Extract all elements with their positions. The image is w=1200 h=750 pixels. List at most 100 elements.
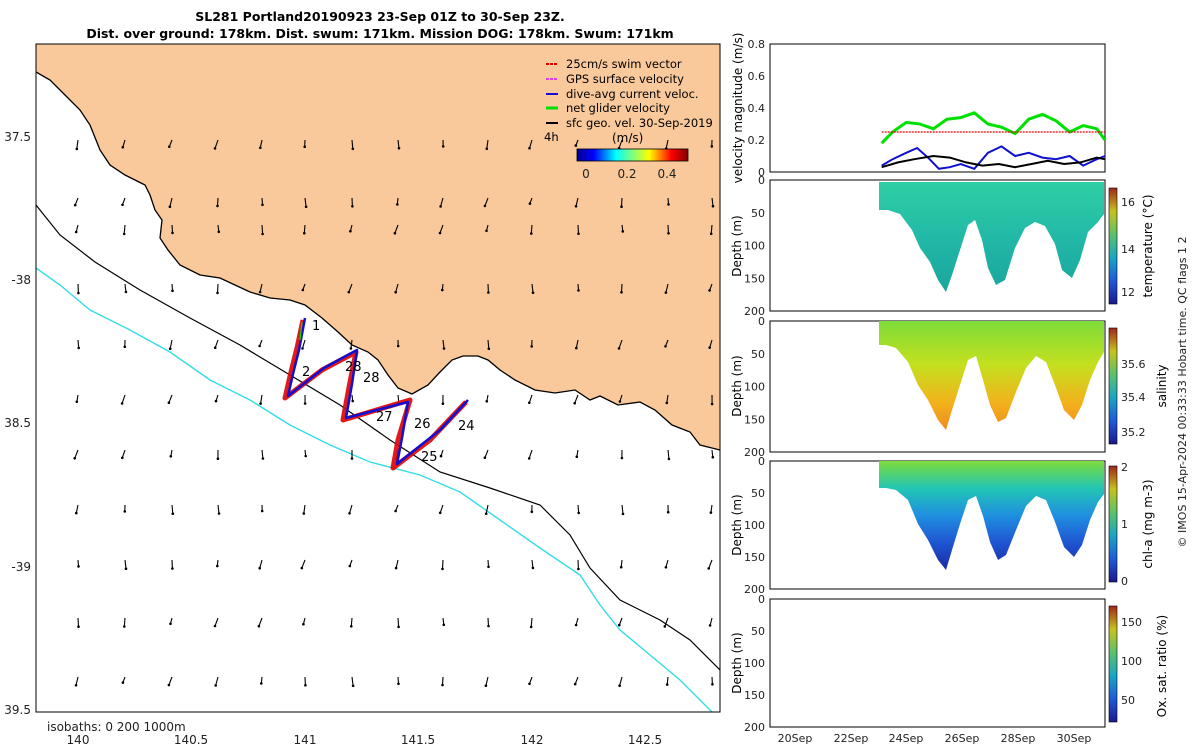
colorbar-tick: 50 xyxy=(1121,694,1135,707)
current-arrow-head xyxy=(528,682,531,686)
current-arrow-head xyxy=(531,291,535,295)
depth-tick-label: 150 xyxy=(744,413,765,426)
x-tick-label: 140 xyxy=(67,733,90,747)
current-arrow-head xyxy=(77,625,80,628)
current-arrow-head xyxy=(123,625,126,628)
current-arrow-head xyxy=(304,454,308,458)
current-arrow-head xyxy=(439,454,443,458)
isobath-1000m xyxy=(36,267,713,712)
current-arrow-head xyxy=(217,512,221,515)
current-arrow xyxy=(530,617,533,627)
current-arrow-head xyxy=(169,455,173,458)
current-arrow-head xyxy=(664,291,668,294)
current-arrow-head xyxy=(530,510,534,514)
current-arrow-head xyxy=(304,205,308,209)
velocity-axes xyxy=(769,43,1106,173)
current-arrow-head xyxy=(709,232,713,236)
current-arrow xyxy=(397,139,400,149)
current-arrow-head xyxy=(169,622,172,626)
x-tick-label: 28Sep xyxy=(1001,732,1036,745)
series-dive-avg-current-veloc- xyxy=(881,145,1106,170)
current-arrow xyxy=(394,224,399,234)
current-arrow-head xyxy=(528,202,532,205)
current-arrow xyxy=(258,617,263,627)
current-arrow-head xyxy=(664,566,668,569)
current-arrow-head xyxy=(711,683,714,686)
waypoint-label: 25 xyxy=(421,450,438,465)
depth-tick-label: 0 xyxy=(758,593,765,606)
current-arrow xyxy=(350,339,353,349)
current-arrow xyxy=(711,197,714,207)
current-arrow xyxy=(665,139,669,149)
current-arrow xyxy=(441,676,444,686)
x-tick-label: 30Sep xyxy=(1057,732,1092,745)
current-arrow xyxy=(301,339,306,349)
current-arrow xyxy=(121,394,126,404)
current-arrow xyxy=(619,676,623,686)
current-arrow-head xyxy=(485,147,489,150)
current-arrow-head xyxy=(667,457,671,461)
current-arrow xyxy=(171,224,174,233)
waypoint-label: 26 xyxy=(414,417,431,432)
oxygen-label: Ox. sat. ratio (%) xyxy=(1155,615,1169,717)
current-arrow-head xyxy=(213,624,217,628)
waypoint-label: 1 xyxy=(312,319,320,334)
current-arrow xyxy=(216,197,219,206)
current-arrow-head xyxy=(708,346,711,349)
current-arrow-head xyxy=(302,622,305,626)
current-arrow xyxy=(621,504,624,514)
velocity-ylabel: velocity magnitude (m/s) xyxy=(731,33,745,184)
current-arrow xyxy=(123,224,126,234)
series-sfc-geo-vel- xyxy=(881,154,1106,169)
depth-tick-label: 0 xyxy=(758,315,765,328)
current-arrow-head xyxy=(394,509,397,513)
colorbar-tick: 12 xyxy=(1121,286,1135,299)
current-arrow-head xyxy=(531,566,535,570)
current-arrow xyxy=(667,224,670,234)
current-arrow-head xyxy=(168,205,172,208)
salinity-section xyxy=(879,321,1104,430)
current-arrow xyxy=(395,559,399,569)
current-arrow xyxy=(574,394,579,404)
current-arrow-head xyxy=(574,205,578,208)
waypoint-label: 2 xyxy=(302,365,310,380)
depth-tick-label: 50 xyxy=(751,207,765,220)
current-arrow-head xyxy=(438,511,442,515)
depth-ylabel: Depth (m) xyxy=(730,632,744,693)
current-arrow xyxy=(75,504,79,514)
temperature-panel: 16 14 12 temperature (°C) xyxy=(769,179,1155,312)
current-arrow-head xyxy=(351,399,355,403)
depth-tick-label: 50 xyxy=(751,348,765,361)
current-arrow-head xyxy=(171,289,174,293)
current-arrow-head xyxy=(711,204,715,208)
depth-tick-label: 200 xyxy=(744,583,765,596)
current-arrow xyxy=(303,224,306,234)
current-arrow-head xyxy=(261,203,264,207)
series-net-glider-velocity xyxy=(880,111,1107,145)
current-arrow-head xyxy=(577,567,580,571)
depth-tick-label: 0 xyxy=(758,455,765,468)
current-arrow xyxy=(301,559,306,569)
chla-panel: 2 1 0 chl-a (mg m-3) xyxy=(769,460,1155,590)
current-arrow xyxy=(168,676,173,686)
current-arrow-head xyxy=(216,457,220,461)
y-tick-label: 0.2 xyxy=(748,134,766,147)
current-arrow-head xyxy=(528,401,531,405)
current-arrow-head xyxy=(396,344,400,348)
isobaths-note: isobaths: 0 200 1000m xyxy=(47,720,186,734)
depth-ylabel: Depth (m) xyxy=(730,355,744,416)
current-arrow xyxy=(531,283,534,293)
current-arrow-head xyxy=(667,232,670,235)
depth-tick-label: 100 xyxy=(744,519,765,532)
depth-axes: Depth (m) Depth (m) Depth (m) Depth (m) … xyxy=(730,174,765,734)
current-arrow xyxy=(710,224,713,234)
waypoint-label: 28 xyxy=(345,360,362,375)
x-tick-label: 141.5 xyxy=(401,733,435,747)
current-arrow xyxy=(439,224,444,234)
current-arrow-head xyxy=(259,402,262,405)
current-arrow-head xyxy=(74,684,78,687)
current-arrow xyxy=(528,139,533,149)
current-arrow-head xyxy=(573,682,577,686)
current-arrow-head xyxy=(393,231,397,235)
temperature-label: temperature (°C) xyxy=(1141,195,1155,298)
